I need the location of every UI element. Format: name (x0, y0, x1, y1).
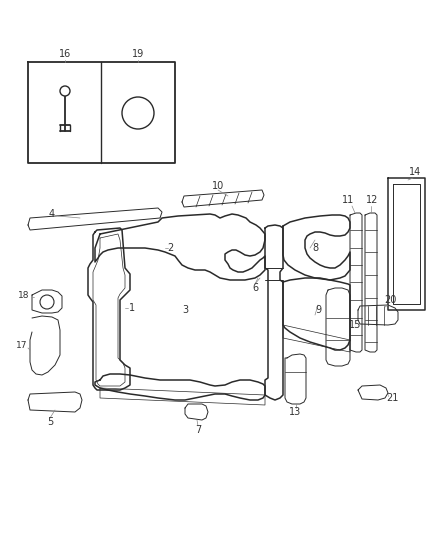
Text: 6: 6 (252, 283, 258, 293)
Text: 21: 21 (386, 393, 398, 403)
Circle shape (60, 86, 70, 96)
Text: 9: 9 (315, 305, 321, 315)
Text: 8: 8 (312, 243, 318, 253)
Text: 1: 1 (129, 303, 135, 313)
Text: 14: 14 (409, 167, 421, 177)
Text: 4: 4 (49, 209, 55, 219)
Text: 2: 2 (167, 243, 173, 253)
Text: 13: 13 (289, 407, 301, 417)
Text: 15: 15 (349, 320, 361, 330)
Text: 11: 11 (342, 195, 354, 205)
Text: 3: 3 (182, 305, 188, 315)
Text: 12: 12 (366, 195, 378, 205)
Text: 17: 17 (16, 341, 28, 350)
Circle shape (40, 295, 54, 309)
Text: 19: 19 (132, 49, 144, 59)
Text: 16: 16 (59, 49, 71, 59)
Circle shape (122, 97, 154, 129)
Text: 7: 7 (195, 425, 201, 435)
Text: 5: 5 (47, 417, 53, 427)
Text: 18: 18 (18, 290, 30, 300)
Text: 20: 20 (384, 295, 396, 305)
Text: 10: 10 (212, 181, 224, 191)
